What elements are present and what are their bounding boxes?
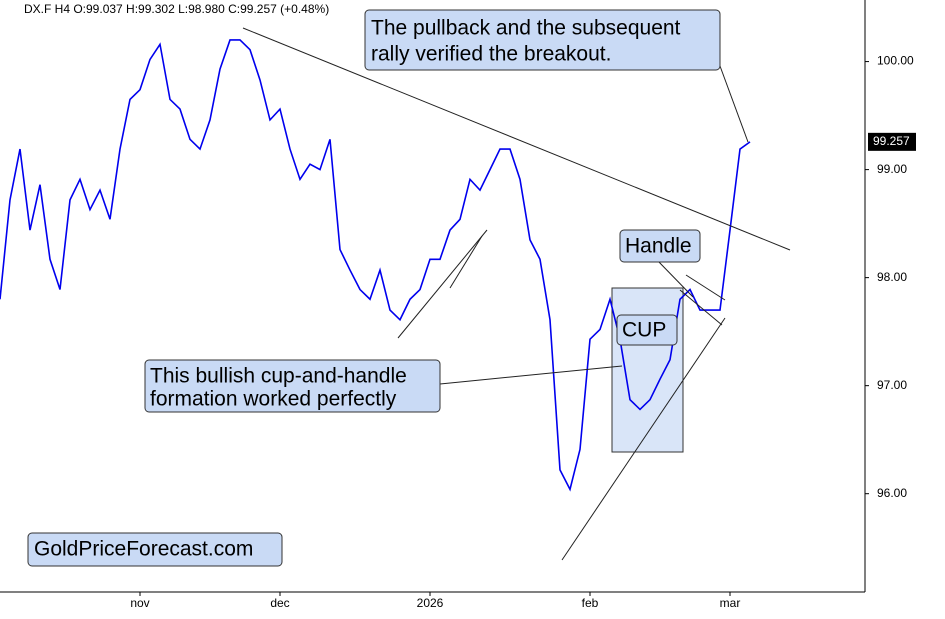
x-tick-label: mar: [720, 596, 741, 610]
trendlines: [242, 27, 791, 561]
x-tick-label: 2026: [417, 596, 444, 610]
y-tick-label: 97.00: [877, 378, 907, 392]
y-tick-label: 98.00: [877, 270, 907, 284]
y-tick-label: 96.00: [877, 486, 907, 500]
pointer: [656, 259, 694, 298]
trendline: [561, 317, 726, 561]
x-tick-label: dec: [270, 596, 289, 610]
annotation-box: [364, 9, 721, 71]
cup-box: [611, 287, 684, 453]
annotation-box: [144, 359, 441, 413]
brand: GoldPriceForecast.com: [34, 538, 253, 561]
price-line: [0, 39, 751, 492]
header: DX.F H4 O:99.037 H:99.302 L:98.980 C:99.…: [24, 2, 329, 16]
trendline: [397, 229, 488, 339]
trendline: [242, 27, 791, 251]
pointer: [719, 65, 749, 143]
last-price-box: [868, 132, 916, 151]
annotation: The pullback and the subsequent: [371, 17, 681, 40]
annotation: formation worked perfectly: [150, 388, 397, 411]
annotation-box: [619, 229, 701, 263]
x-tick-label: feb: [582, 596, 599, 610]
annotation: rally verified the breakout.: [371, 43, 611, 66]
last-price-label: 99.257: [873, 134, 910, 148]
annotation: CUP: [622, 319, 666, 342]
y-tick-label: 99.00: [877, 162, 907, 176]
annotation: Handle: [625, 235, 692, 258]
trendline: [449, 235, 483, 289]
trendline: [685, 274, 726, 301]
annotations: The pullback and the subsequent rally ve…: [27, 9, 721, 567]
annotation-box: [616, 314, 678, 346]
y-tick-label: 100.00: [877, 54, 914, 68]
annotation: This bullish cup-and-handle: [150, 365, 407, 388]
trendline: [679, 289, 723, 326]
pointer: [439, 365, 623, 385]
plot: [0, 39, 751, 492]
brand-box: [27, 532, 283, 567]
x-tick-label: nov: [130, 596, 149, 610]
